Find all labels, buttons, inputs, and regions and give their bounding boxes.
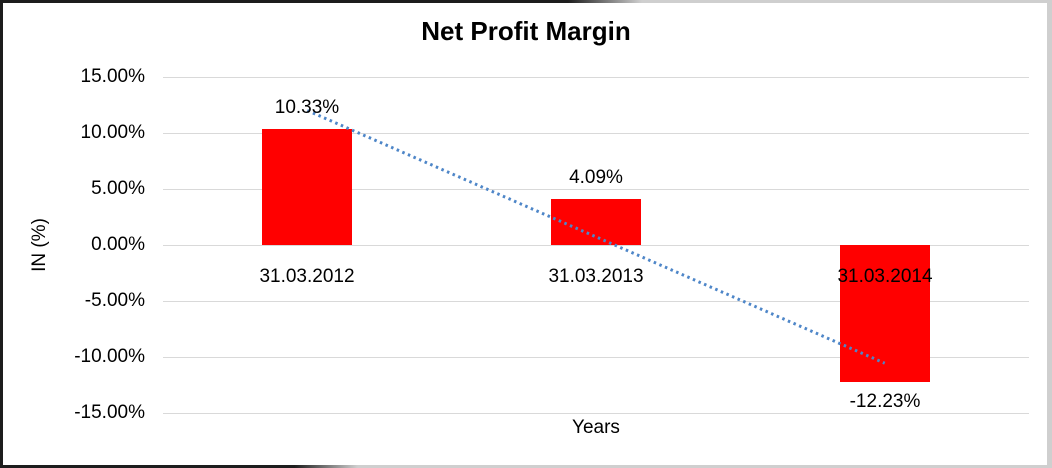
gridline [163, 77, 1029, 78]
gridline [163, 357, 1029, 358]
gridline [163, 413, 1029, 414]
y-tick-label: -15.00% [74, 402, 145, 423]
bar [840, 245, 930, 382]
y-tick-label: 15.00% [80, 66, 145, 87]
gridline [163, 301, 1029, 302]
y-tick-label: 5.00% [91, 178, 145, 199]
bar-data-label: -12.23% [849, 391, 921, 412]
y-tick-label: 0.00% [91, 234, 145, 255]
trendline [306, 109, 886, 365]
y-tick-label: -5.00% [84, 290, 145, 311]
x-category-label: 31.03.2012 [259, 266, 355, 287]
bar [262, 129, 352, 245]
gridline [163, 245, 1029, 246]
chart-title: Net Profit Margin [421, 16, 631, 46]
y-tick-label: -10.00% [74, 346, 145, 367]
x-category-label: 31.03.2014 [837, 266, 933, 287]
bar-data-label: 4.09% [569, 167, 623, 188]
bar [551, 199, 641, 245]
gridline [163, 189, 1029, 190]
gridline [163, 133, 1029, 134]
x-category-label: 31.03.2013 [548, 266, 644, 287]
x-axis-title: Years [572, 417, 620, 438]
bar-data-label: 10.33% [274, 97, 340, 118]
y-tick-label: 10.00% [80, 122, 145, 143]
